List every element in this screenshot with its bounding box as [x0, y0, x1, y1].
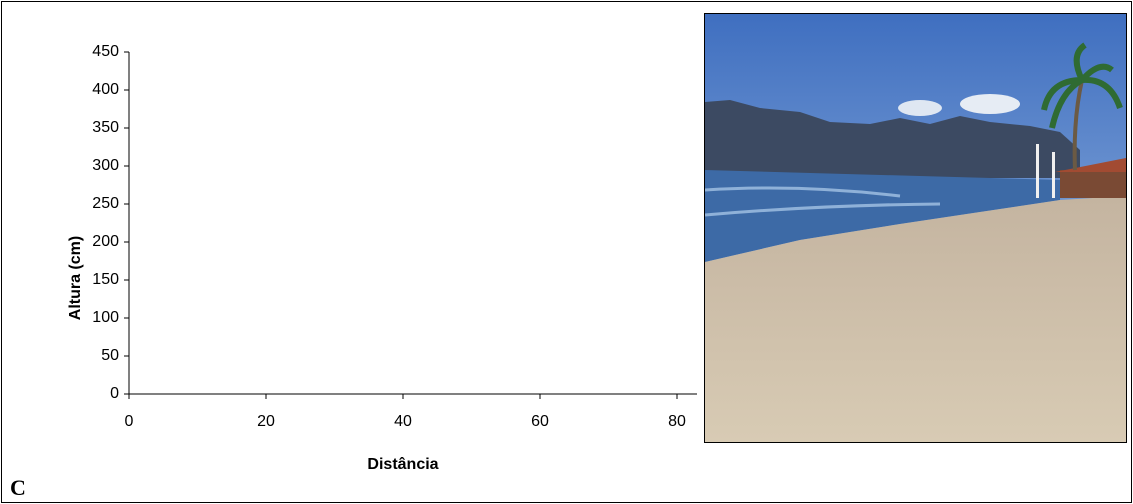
y-axis-title: Altura (cm) — [67, 236, 84, 320]
panel-label: C — [10, 475, 26, 500]
x-tick-label: 40 — [394, 413, 412, 430]
y-tick-label: 250 — [92, 195, 119, 212]
y-tick-label: 350 — [92, 119, 119, 136]
photo — [704, 13, 1127, 443]
x-tick-label: 80 — [668, 413, 686, 430]
y-tick-label: 150 — [92, 271, 119, 288]
y-tick-label: 50 — [101, 347, 119, 364]
y-tick-label: 400 — [92, 81, 119, 98]
y-tick-label: 0 — [110, 385, 119, 402]
x-tick-label: 60 — [531, 413, 549, 430]
x-axis-title: Distância — [367, 456, 438, 473]
y-tick-label: 300 — [92, 157, 119, 174]
y-tick-label: 450 — [92, 43, 119, 60]
x-tick-label: 0 — [125, 413, 134, 430]
y-tick-label: 200 — [92, 233, 119, 250]
x-tick-label: 20 — [257, 413, 275, 430]
y-tick-label: 100 — [92, 309, 119, 326]
